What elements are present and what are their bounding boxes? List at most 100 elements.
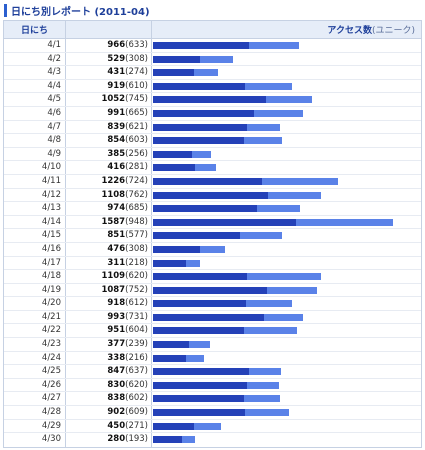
- bar-unique: [153, 422, 194, 430]
- row-total-value: 1587: [101, 216, 126, 227]
- row-day: 4/27: [4, 392, 66, 406]
- row-count: 1087(752): [66, 283, 152, 297]
- table-row: 4/12 1108(762): [4, 188, 421, 203]
- row-bar-cell: [152, 39, 421, 52]
- row-day: 4/15: [4, 229, 66, 242]
- row-day: 4/2: [4, 52, 66, 66]
- row-unique-value: 665: [128, 107, 145, 118]
- paren-open: (: [125, 162, 129, 173]
- table-row: 4/29 450(271): [4, 419, 421, 434]
- row-count: 311(218): [66, 256, 152, 270]
- row-day: 4/7: [4, 120, 66, 134]
- row-count: 993(731): [66, 310, 152, 324]
- row-bar-cell: [152, 352, 421, 365]
- paren-open: (: [125, 325, 129, 336]
- paren-close: ): [144, 203, 148, 214]
- row-count: 476(308): [66, 242, 152, 256]
- table-row: 4/2 529(308): [4, 52, 421, 67]
- bar-unique: [153, 232, 240, 240]
- paren-close: ): [144, 298, 148, 309]
- row-unique-value: 762: [128, 189, 145, 200]
- row-count: 854(603): [66, 134, 152, 147]
- paren-close: ): [144, 175, 148, 186]
- paren-close: ): [144, 420, 148, 431]
- row-total-value: 918: [107, 298, 126, 309]
- row-unique-value: 731: [128, 311, 145, 322]
- row-count: 966(633): [66, 39, 152, 52]
- row-day: 4/19: [4, 283, 66, 297]
- bar-unique: [153, 286, 267, 294]
- row-count: 974(685): [66, 202, 152, 215]
- row-total-value: 854: [107, 135, 126, 146]
- row-bar-cell: [152, 406, 421, 419]
- header-access-sub: (ユニーク): [371, 26, 415, 36]
- paren-close: ): [144, 189, 148, 200]
- row-day: 4/16: [4, 242, 66, 256]
- row-count: 416(281): [66, 161, 152, 174]
- paren-close: ): [144, 407, 148, 418]
- table-row: 4/4 919(610): [4, 79, 421, 94]
- row-count: 919(610): [66, 79, 152, 93]
- row-day: 4/24: [4, 351, 66, 365]
- table-row: 4/21 993(731): [4, 310, 421, 325]
- report-title: 日にち別レポート (2011-04): [11, 7, 150, 18]
- row-bar-cell: [152, 420, 421, 433]
- row-day: 4/17: [4, 256, 66, 270]
- paren-open: (: [125, 94, 129, 105]
- row-bar-cell: [152, 93, 421, 106]
- paren-close: ): [144, 162, 148, 173]
- bar-unique: [153, 273, 247, 281]
- table-row: 4/3 431(274): [4, 66, 421, 80]
- paren-open: (: [125, 121, 129, 132]
- table-row: 4/5 1052(745): [4, 93, 421, 107]
- table-row: 4/28 902(609): [4, 406, 421, 420]
- row-total-value: 839: [107, 121, 126, 132]
- row-bar-cell: [152, 107, 421, 120]
- row-unique-value: 633: [128, 40, 145, 50]
- row-day: 4/14: [4, 215, 66, 229]
- row-bar-cell: [152, 134, 421, 147]
- row-day: 4/9: [4, 147, 66, 161]
- row-day: 4/12: [4, 188, 66, 202]
- table-row: 4/26 830(620): [4, 378, 421, 393]
- row-bar-cell: [152, 189, 421, 202]
- row-day: 4/8: [4, 134, 66, 147]
- paren-open: (: [125, 352, 129, 363]
- row-total-value: 830: [107, 379, 126, 390]
- paren-open: (: [125, 230, 129, 241]
- row-count: 830(620): [66, 378, 152, 392]
- row-total-value: 280: [107, 434, 126, 445]
- row-day: 4/11: [4, 174, 66, 188]
- paren-close: ): [144, 352, 148, 363]
- paren-open: (: [125, 271, 129, 282]
- paren-open: (: [125, 216, 129, 227]
- bar-unique: [153, 137, 244, 145]
- row-unique-value: 216: [128, 352, 145, 363]
- paren-open: (: [125, 393, 129, 404]
- bar-unique: [153, 42, 249, 49]
- paren-open: (: [125, 257, 129, 268]
- paren-close: ): [144, 216, 148, 227]
- bar-unique: [153, 218, 296, 226]
- paren-close: ): [144, 379, 148, 390]
- row-total-value: 1108: [101, 189, 126, 200]
- paren-close: ): [144, 80, 148, 91]
- bar-unique: [153, 327, 244, 335]
- row-day: 4/10: [4, 161, 66, 174]
- row-unique-value: 602: [128, 393, 145, 404]
- paren-open: (: [125, 379, 129, 390]
- paren-open: (: [125, 175, 129, 186]
- row-total-value: 991: [107, 107, 126, 118]
- row-unique-value: 620: [128, 271, 145, 282]
- paren-open: (: [125, 311, 129, 322]
- row-count: 838(602): [66, 392, 152, 406]
- bar-unique: [153, 55, 200, 63]
- row-count: 918(612): [66, 297, 152, 310]
- row-count: 385(256): [66, 147, 152, 161]
- table-row: 4/15 851(577): [4, 229, 421, 243]
- bar-unique: [153, 381, 247, 389]
- row-day: 4/25: [4, 365, 66, 378]
- header-access-label: アクセス数: [327, 26, 372, 36]
- row-total-value: 529: [107, 53, 126, 64]
- table-row: 4/20 918(612): [4, 297, 421, 311]
